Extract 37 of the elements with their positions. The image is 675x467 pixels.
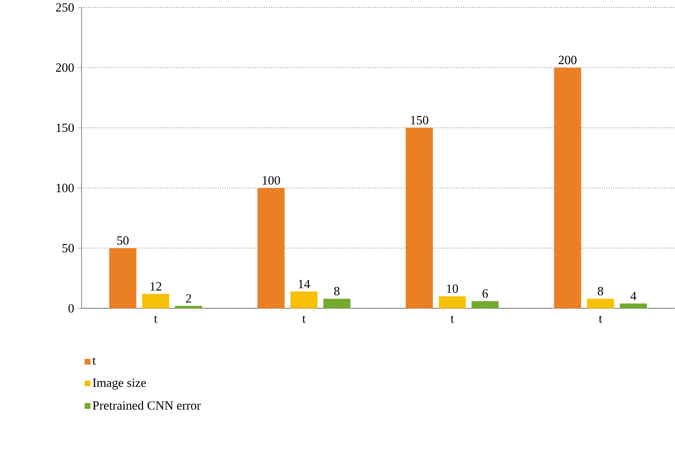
bar	[142, 294, 170, 308]
y-tick-label: 150	[56, 123, 74, 132]
y-tick-label: 100	[56, 184, 74, 192]
y-tick-label: 200	[56, 63, 74, 72]
legend-label: Image size	[92, 378, 146, 390]
bar	[472, 301, 499, 308]
data-label: 100	[262, 176, 280, 184]
data-label: 4	[630, 292, 636, 300]
y-tick-label: 0	[68, 304, 74, 312]
bar	[323, 298, 350, 308]
x-tick-label: t	[598, 316, 602, 323]
legend-label: Pretrained CNN error	[92, 400, 201, 410]
data-label: 200	[558, 56, 577, 64]
bar	[258, 188, 285, 308]
data-label: 12	[150, 282, 162, 290]
legend-label: t	[92, 357, 96, 365]
bar	[406, 128, 433, 308]
x-tick-label: t	[450, 316, 454, 323]
bar	[290, 291, 318, 308]
x-tick-label: t	[154, 316, 158, 323]
data-label: 50	[117, 236, 129, 245]
data-label: 8	[598, 286, 604, 296]
data-label: 14	[298, 280, 310, 288]
data-label: 150	[411, 116, 428, 124]
data-label: 2	[186, 294, 192, 302]
bar	[175, 306, 202, 308]
y-tick-label: 250	[56, 3, 74, 12]
y-tick-label: 50	[62, 244, 74, 252]
data-label: 6	[482, 289, 488, 298]
bar	[554, 68, 582, 308]
data-label: 10	[447, 284, 458, 293]
bar	[586, 298, 614, 308]
data-label: 8	[334, 286, 340, 296]
bar	[438, 296, 466, 308]
x-tick-label: t	[302, 316, 306, 323]
bar	[620, 303, 647, 308]
bar	[109, 248, 136, 308]
